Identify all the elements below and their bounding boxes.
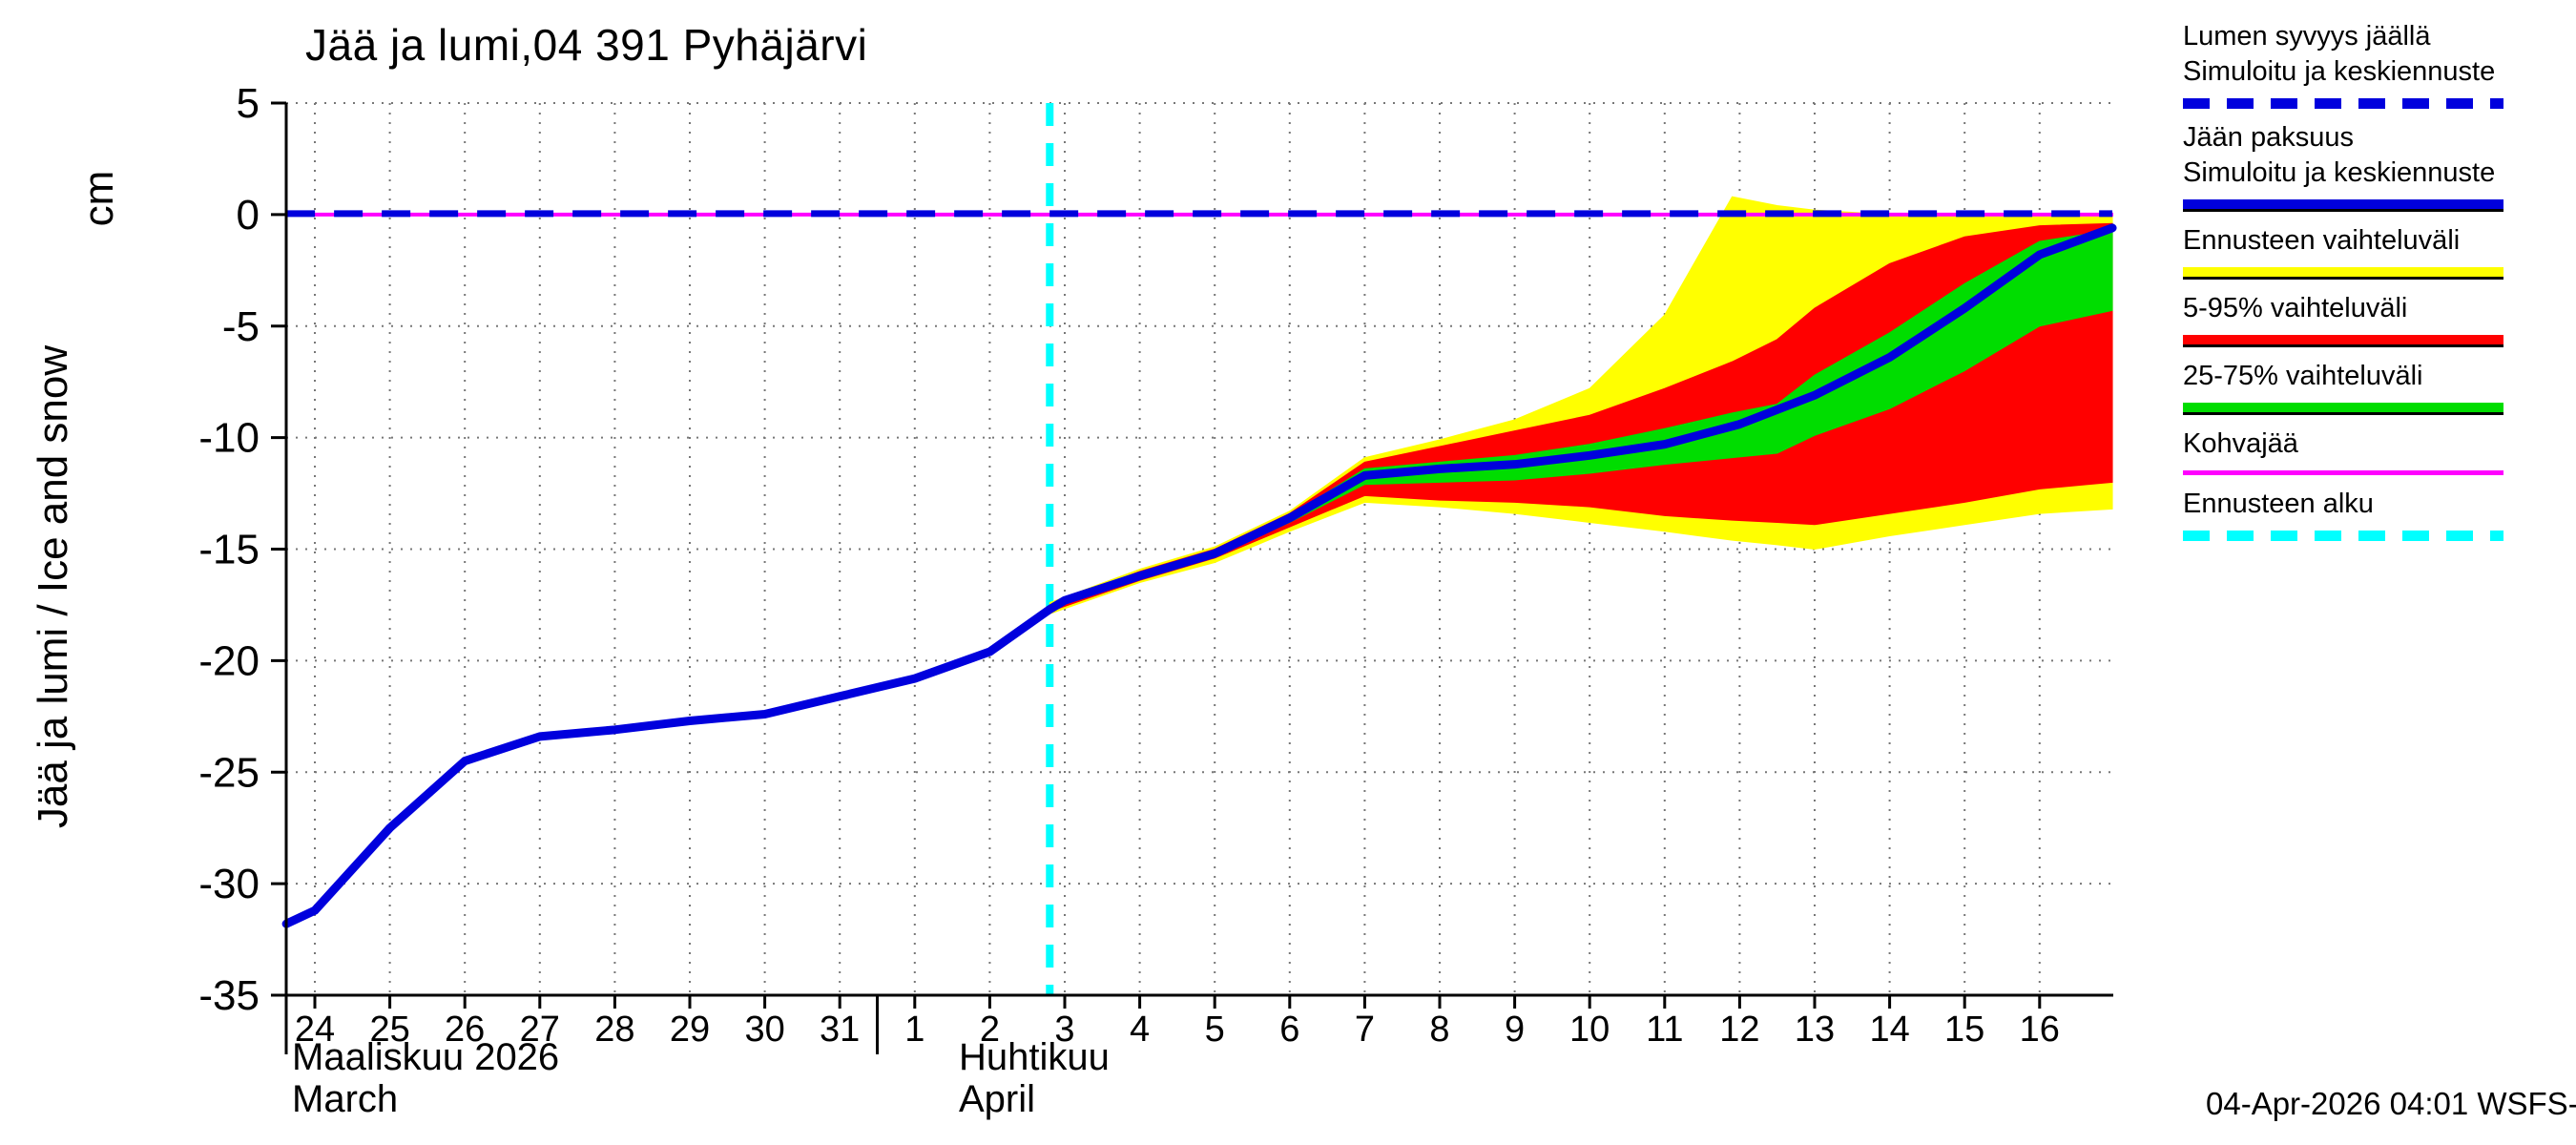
y-tick-label: -5 [222,303,260,350]
x-tick-label: 10 [1569,1010,1610,1050]
legend-sample-snow-depth-line [2183,98,2503,109]
x-tick-label: 31 [820,1010,860,1050]
y-tick-label: -30 [198,861,260,907]
x-tick-label: 16 [2020,1010,2060,1050]
y-tick-label: -25 [198,749,260,796]
x-tick-label: 2 [980,1010,1000,1050]
x-tick-label: 26 [445,1010,485,1050]
legend-label: Ennusteen alku [2183,489,2374,519]
month-label-march-fi: Maaliskuu 2026 [292,1036,560,1078]
legend-label: 25-75% vaihteluväli [2183,361,2423,391]
legend-label: Simuloitu ja keskiennuste [2183,157,2496,188]
y-tick-label: -15 [198,527,260,573]
ice-thickness-line [281,223,2117,928]
x-tick-label: 11 [1646,1010,1683,1050]
x-tick-label: 3 [1054,1010,1074,1050]
legend-item-ice-thickness: Jään paksuus Simuloitu ja keskiennuste [2183,120,2503,212]
x-tick-label: 4 [1130,1010,1150,1050]
x-tick-label: 12 [1719,1010,1759,1050]
legend: Lumen syvyys jäällä Simuloitu ja keskien… [2183,19,2503,552]
x-tick-label: 7 [1355,1010,1375,1050]
legend-label: Jään paksuus [2183,122,2354,153]
legend-label: Simuloitu ja keskiennuste [2183,56,2496,87]
timestamp-watermark: 04-Apr-2026 04:01 WSFS-P [2206,1086,2576,1121]
y-tick-label: -10 [198,415,260,462]
legend-sample-25-75-band [2183,403,2503,415]
legend-item-forecast-start: Ennusteen alku [2183,487,2503,541]
legend-sample-5-95-band [2183,335,2503,347]
forecast-band-1 [1049,222,2113,613]
legend-sample-forecast-range-band [2183,267,2503,280]
legend-sample-forecast-start-line [2183,531,2503,541]
x-tick-label: 9 [1505,1010,1525,1050]
x-tick-label: 15 [1944,1010,1984,1050]
legend-item-frazil-ice: Kohvajää [2183,427,2503,475]
x-tick-label: 6 [1279,1010,1299,1050]
legend-item-snow-depth: Lumen syvyys jäällä Simuloitu ja keskien… [2183,19,2503,109]
y-axis-unit: cm [75,170,122,227]
legend-label: Lumen syvyys jäällä [2183,21,2431,52]
legend-label: Ennusteen vaihteluväli [2183,225,2461,256]
y-tick-label: -20 [198,637,260,684]
x-tick-label: 24 [295,1010,335,1050]
legend-item-forecast-range: Ennusteen vaihteluväli [2183,223,2503,280]
chart-title: Jää ja lumi,04 391 Pyhäjärvi [305,20,868,70]
x-tick-label: 27 [520,1010,560,1050]
month-label-april-fi: Huhtikuu [959,1036,1110,1078]
y-tick-label: 5 [237,80,260,127]
x-tick-label: 25 [369,1010,409,1050]
x-tick-label: 8 [1429,1010,1449,1050]
legend-label: Kohvajää [2183,428,2298,459]
legend-label: 5-95% vaihteluväli [2183,293,2408,323]
x-tick-label: 30 [744,1010,784,1050]
x-tick-label: 29 [670,1010,710,1050]
legend-item-range-5-95: 5-95% vaihteluväli [2183,291,2503,347]
x-tick-label: 1 [904,1010,924,1050]
y-tick-label: 0 [237,192,260,239]
legend-item-range-25-75: 25-75% vaihteluväli [2183,359,2503,415]
x-tick-label: 13 [1795,1010,1835,1050]
y-axis-label: Jää ja lumi / Ice and snow [30,344,76,829]
x-tick-label: 28 [594,1010,634,1050]
legend-sample-frazil-ice-line [2183,470,2503,475]
legend-sample-ice-thickness-line [2183,199,2503,212]
y-tick-label: -35 [198,972,260,1019]
x-tick-label: 5 [1205,1010,1225,1050]
month-label-april-en: April [959,1078,1036,1120]
month-label-march-en: March [292,1078,399,1120]
x-tick-label: 14 [1869,1010,1909,1050]
